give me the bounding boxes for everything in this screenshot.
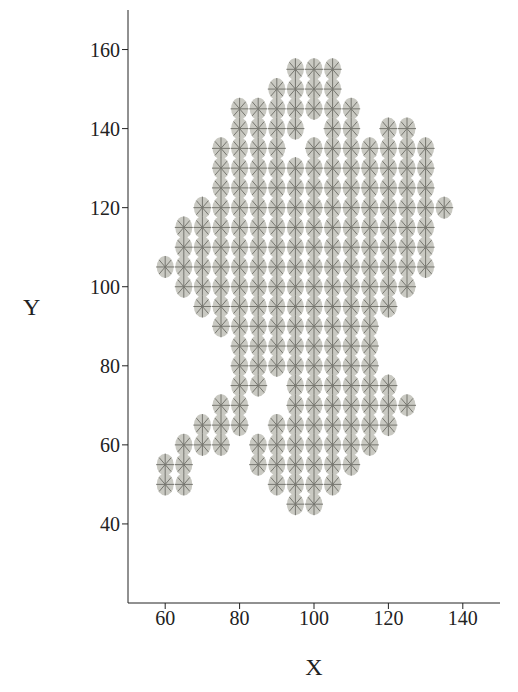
svg-text:100: 100 — [299, 607, 329, 629]
svg-text:140: 140 — [448, 607, 478, 629]
svg-text:60: 60 — [155, 607, 175, 629]
svg-text:40: 40 — [100, 513, 120, 535]
svg-text:100: 100 — [90, 276, 120, 298]
svg-text:120: 120 — [373, 607, 403, 629]
svg-text:80: 80 — [230, 607, 250, 629]
svg-text:160: 160 — [90, 39, 120, 61]
svg-text:Y: Y — [23, 294, 40, 320]
svg-text:X: X — [305, 654, 322, 680]
svg-text:120: 120 — [90, 197, 120, 219]
svg-text:140: 140 — [90, 118, 120, 140]
svg-text:60: 60 — [100, 434, 120, 456]
svg-text:80: 80 — [100, 355, 120, 377]
